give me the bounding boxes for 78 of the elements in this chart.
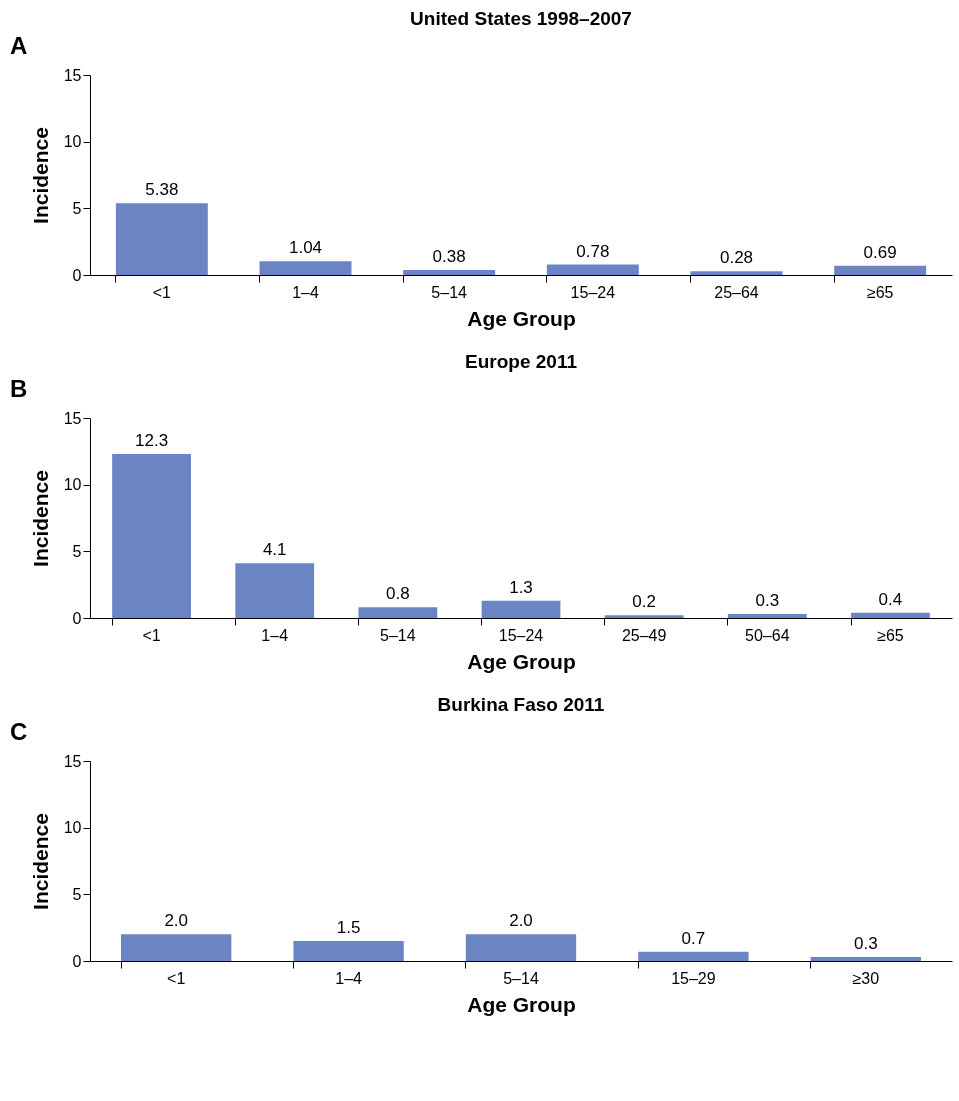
- y-axis-title: Incidence: [28, 813, 52, 910]
- x-tick-label: 25–64: [714, 283, 759, 301]
- bar: [546, 264, 639, 275]
- text: A: [10, 32, 28, 59]
- y-tick-label: 10: [63, 476, 82, 494]
- bar: [465, 934, 577, 961]
- x-tick-label: ≥65: [877, 626, 904, 644]
- data-label: 5.38: [145, 180, 179, 200]
- x-tick-label: 5–14: [431, 283, 468, 301]
- y-axis-title: Incidence: [28, 127, 52, 224]
- bar: [115, 203, 208, 275]
- data-label: 0.4: [878, 589, 903, 609]
- data-label: 1.5: [336, 918, 361, 937]
- bar: [293, 941, 404, 961]
- x-tick-label: ≥65: [866, 283, 894, 301]
- x-tick-label: 15–24: [570, 283, 616, 301]
- data-label: 2.0: [164, 911, 189, 931]
- bar: [259, 261, 352, 275]
- data-label: 1.04: [288, 238, 323, 258]
- data-label: 0.8: [386, 584, 410, 604]
- y-tick-label: 5: [72, 885, 82, 903]
- bar: [358, 607, 438, 618]
- text: B: [10, 375, 28, 402]
- data-label: 2.0: [509, 911, 533, 931]
- bar: [403, 269, 496, 275]
- x-tick-label: 1–4: [292, 283, 319, 301]
- bar: [604, 615, 684, 618]
- y-tick-label: 0: [72, 952, 82, 970]
- x-tick-label: 15–29: [671, 969, 716, 987]
- y-tick-label: 15: [63, 409, 82, 427]
- bar: [481, 600, 561, 618]
- bar: [112, 454, 191, 618]
- data-label: 4.1: [262, 540, 287, 560]
- chart-title: Burkina Faso 2011: [437, 694, 605, 715]
- bar: [121, 934, 232, 961]
- chart-title: United States 1998–2007: [410, 8, 632, 29]
- x-axis-title: Age Group: [467, 649, 576, 673]
- x-tick-label: 5–14: [380, 626, 416, 644]
- bar: [690, 271, 783, 275]
- data-label: 0.38: [432, 246, 466, 266]
- x-tick-label: 25–49: [621, 626, 667, 644]
- bar: [727, 614, 807, 618]
- x-tick-label: <1: [142, 626, 161, 644]
- y-tick-label: 0: [72, 266, 82, 284]
- x-tick-label: 5–14: [503, 969, 539, 987]
- x-axis-title: Age Group: [467, 992, 576, 1016]
- bar: [235, 563, 315, 618]
- data-label: 0.3: [853, 934, 878, 953]
- bar: [810, 957, 921, 961]
- x-axis-title: Age Group: [467, 306, 576, 330]
- data-label: 1.3: [509, 577, 533, 597]
- y-tick-label: 15: [63, 66, 82, 84]
- x-tick-label: 1–4: [335, 969, 363, 987]
- data-label: 0.69: [863, 242, 897, 262]
- data-label: 0.28: [719, 248, 754, 268]
- data-label: 0.78: [576, 241, 610, 261]
- x-tick-label: 15–24: [498, 626, 544, 644]
- chart-title: Europe 2011: [465, 351, 578, 372]
- y-axis-title: Incidence: [28, 470, 52, 567]
- data-label: 0.7: [681, 928, 706, 948]
- data-label: 12.3: [135, 431, 169, 450]
- bar: [851, 612, 930, 618]
- y-tick-label: 5: [72, 199, 82, 217]
- bar: [638, 951, 749, 961]
- data-label: 0.3: [755, 591, 780, 610]
- x-tick-label: 1–4: [261, 626, 289, 644]
- y-tick-label: 0: [72, 609, 82, 627]
- y-tick-label: 10: [63, 133, 82, 151]
- x-tick-label: ≥30: [852, 969, 880, 987]
- text: C: [10, 718, 28, 745]
- y-tick-label: 5: [72, 542, 82, 560]
- x-tick-label: 50–64: [745, 626, 790, 644]
- data-label: 0.2: [632, 592, 656, 612]
- y-tick-label: 10: [63, 819, 82, 837]
- x-tick-label: <1: [167, 969, 186, 987]
- x-tick-label: <1: [152, 283, 172, 301]
- bar: [834, 265, 927, 275]
- y-tick-label: 15: [63, 752, 82, 770]
